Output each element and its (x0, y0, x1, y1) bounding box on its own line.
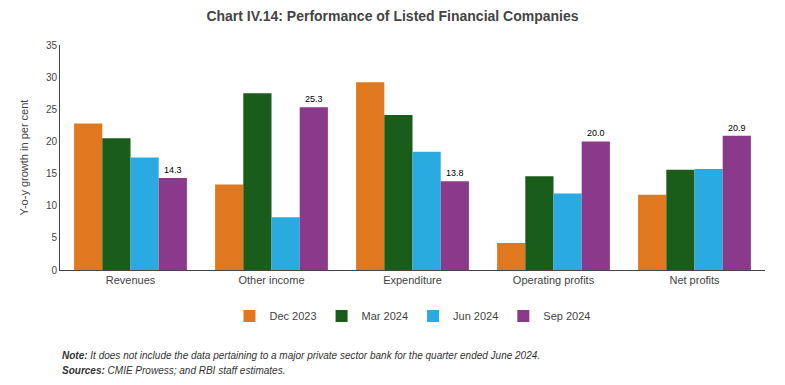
svg-text:Jun 2024: Jun 2024 (453, 310, 498, 322)
svg-text:5: 5 (51, 232, 57, 243)
svg-text:Other income: Other income (238, 274, 304, 286)
svg-text:15: 15 (46, 168, 58, 179)
svg-text:Revenues: Revenues (106, 274, 156, 286)
svg-text:35: 35 (46, 40, 58, 51)
svg-text:Expenditure: Expenditure (383, 274, 442, 286)
svg-text:14.3: 14.3 (164, 165, 182, 175)
svg-text:Net profits: Net profits (669, 274, 720, 286)
svg-text:10: 10 (46, 200, 58, 211)
svg-text:13.8: 13.8 (446, 168, 464, 178)
svg-text:Y-o-y growth in per cent: Y-o-y growth in per cent (18, 100, 30, 216)
svg-text:Operating profits: Operating profits (513, 274, 595, 286)
svg-text:Mar 2024: Mar 2024 (362, 310, 408, 322)
svg-text:20.9: 20.9 (728, 123, 746, 133)
svg-text:0: 0 (51, 265, 57, 276)
svg-text:Chart IV.14: Performance of Li: Chart IV.14: Performance of Listed Finan… (206, 8, 578, 24)
svg-text:20.0: 20.0 (587, 128, 605, 138)
svg-text:Sources: CMIE Prowess; and RBI: Sources: CMIE Prowess; and RBI staff est… (62, 365, 285, 376)
svg-text:Note: It does not include the: Note: It does not include the data perta… (62, 350, 540, 361)
svg-text:20: 20 (46, 136, 58, 147)
svg-text:30: 30 (46, 72, 58, 83)
svg-text:Dec 2023: Dec 2023 (270, 310, 317, 322)
svg-text:Sep 2024: Sep 2024 (543, 310, 590, 322)
svg-text:25.3: 25.3 (305, 94, 323, 104)
svg-text:25: 25 (46, 104, 58, 115)
